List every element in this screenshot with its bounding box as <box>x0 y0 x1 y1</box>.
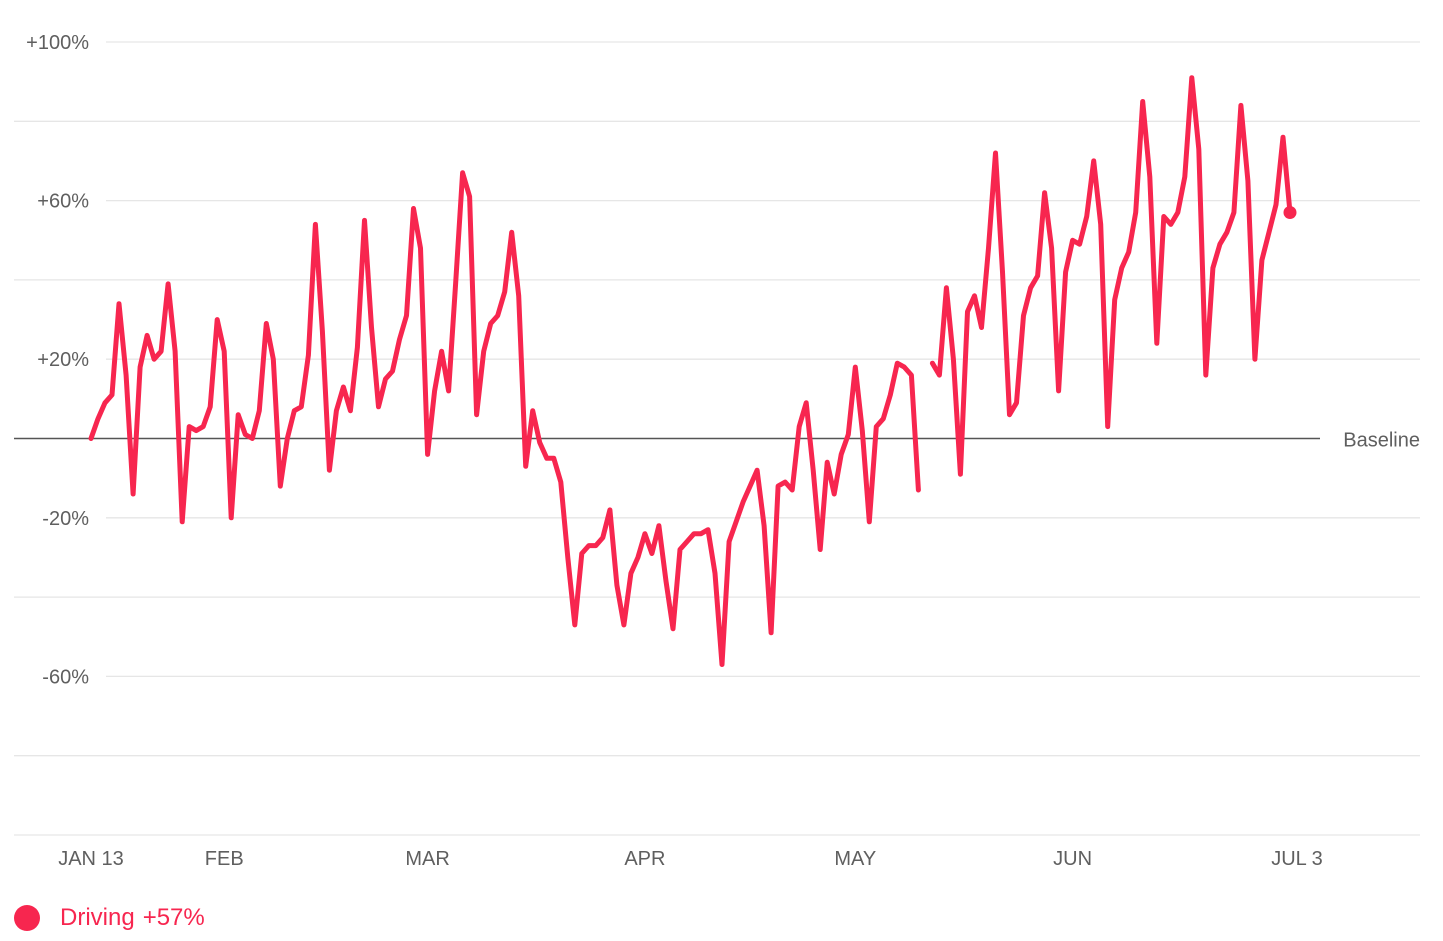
legend: Driving +57% <box>14 898 205 938</box>
x-tick-label: JUN <box>1053 848 1092 870</box>
y-tick-label: -60% <box>42 666 89 688</box>
series-endpoint <box>1283 205 1297 219</box>
y-tick-label: +100% <box>26 32 89 54</box>
baseline-label: Baseline <box>1343 430 1420 452</box>
legend-text: Driving +57% <box>60 904 205 932</box>
x-tick-label: JUL 3 <box>1271 848 1323 870</box>
x-axis: JAN 13 FEB MAR APR MAY JUN JUL 3 <box>58 848 1323 870</box>
dot-icon <box>14 905 40 931</box>
series-layer <box>88 75 1297 667</box>
grid-layer: +100% +60% +20% -20% -60% Baseline <box>14 32 1420 836</box>
x-tick-label: FEB <box>205 848 244 870</box>
series-line-driving <box>88 170 921 667</box>
x-tick-label: MAR <box>405 848 449 870</box>
x-tick-label: MAY <box>834 848 876 870</box>
line-chart: +100% +60% +20% -20% -60% Baseline JAN 13 FEB M… <box>14 32 1420 870</box>
legend-label: Driving <box>60 904 135 931</box>
legend-value: +57% <box>142 904 205 931</box>
x-tick-label: JAN 13 <box>58 848 124 870</box>
y-tick-label: +60% <box>37 191 89 213</box>
series-line-driving <box>929 75 1293 477</box>
x-tick-label: APR <box>624 848 665 870</box>
y-tick-label: +20% <box>37 349 89 371</box>
y-tick-label: -20% <box>42 508 89 530</box>
